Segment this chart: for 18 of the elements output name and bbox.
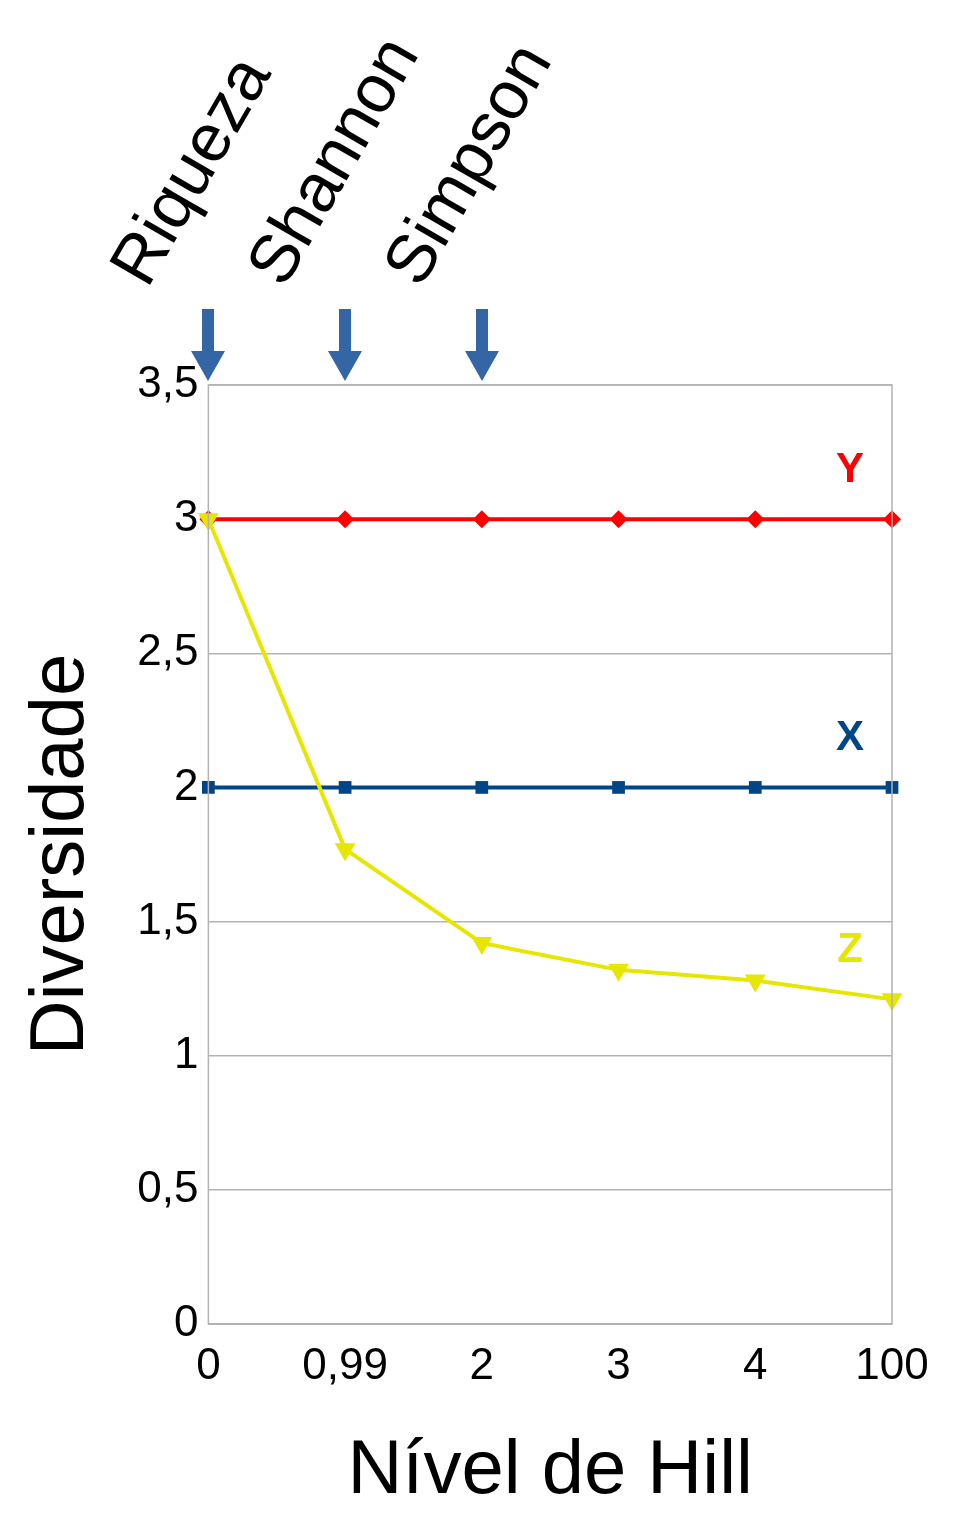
x-axis-title: Nível de Hill <box>347 1424 753 1510</box>
y-tick-label: 1,5 <box>137 893 199 943</box>
y-tick-label: 3,5 <box>137 357 199 407</box>
x-tick-label: 4 <box>743 1338 768 1388</box>
y-tick-label: 1 <box>173 1027 199 1077</box>
y-tick-label: 0 <box>173 1296 199 1346</box>
y-tick-label: 2 <box>173 759 199 809</box>
y-axis-title: Diversidade <box>13 653 99 1056</box>
x-tick-label: 2 <box>469 1338 495 1388</box>
series-label: Z <box>837 923 863 971</box>
x-tick-label: 0,99 <box>302 1338 388 1388</box>
y-tick-label: 2,5 <box>137 625 199 675</box>
y-tick-label: 0,5 <box>137 1162 199 1211</box>
series-label: X <box>835 712 865 760</box>
series-label: Y <box>835 443 865 491</box>
y-tick-label: 3 <box>173 491 199 541</box>
x-tick-label: 3 <box>606 1338 631 1388</box>
x-tick-label: 100 <box>855 1338 929 1388</box>
